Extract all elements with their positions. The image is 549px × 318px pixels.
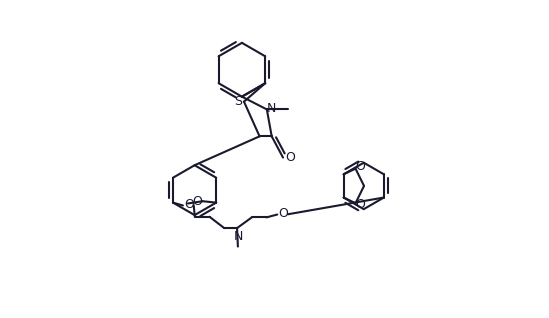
Text: O: O (356, 161, 366, 173)
Text: O: O (278, 207, 288, 220)
Text: O: O (192, 195, 202, 208)
Text: N: N (234, 230, 243, 243)
Text: O: O (184, 198, 194, 211)
Text: N: N (266, 101, 276, 114)
Text: S: S (234, 95, 242, 108)
Text: O: O (356, 198, 366, 211)
Text: O: O (285, 151, 295, 164)
